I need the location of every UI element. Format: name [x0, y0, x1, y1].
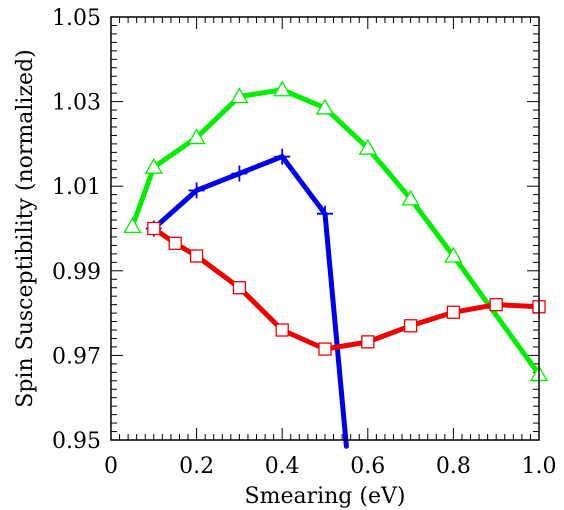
data-point	[232, 281, 247, 295]
data-point	[189, 249, 204, 263]
data-point	[444, 246, 463, 263]
series-line	[129, 87, 542, 377]
data-point	[315, 98, 335, 115]
y-tick-label: 1.03	[52, 91, 101, 116]
data-point	[275, 323, 289, 337]
data-point	[188, 182, 205, 199]
y-tick-label: 0.95	[52, 429, 101, 454]
data-point	[401, 189, 420, 206]
series-line	[151, 226, 542, 352]
series-layer	[123, 80, 549, 449]
y-tick-label: 1.01	[52, 175, 101, 200]
data-point	[231, 165, 248, 182]
y-tick-label: 0.97	[52, 344, 101, 369]
series-2	[147, 221, 546, 356]
y-tick-label: 0.99	[52, 260, 101, 285]
data-point	[230, 87, 249, 104]
x-tick-label: 0.2	[179, 454, 214, 479]
data-point	[489, 297, 503, 312]
data-point	[123, 217, 142, 234]
data-point	[403, 319, 418, 333]
data-point	[317, 205, 333, 222]
series-line	[151, 154, 349, 449]
x-tick-label: 0.4	[265, 454, 300, 479]
data-point	[168, 236, 182, 250]
y-axis-label: Spin Susceptibility (normalized)	[13, 49, 38, 407]
data-point	[318, 342, 332, 356]
data-point	[147, 221, 161, 236]
x-tick-label: 0.6	[350, 454, 385, 479]
plot-frame	[110, 16, 540, 441]
data-point	[187, 128, 206, 145]
x-axis-label: Smearing (eV)	[245, 484, 406, 509]
data-point	[144, 157, 163, 174]
data-point	[446, 305, 461, 319]
data-point	[358, 138, 377, 155]
data-point	[273, 80, 292, 97]
y-tick-label: 1.05	[52, 6, 101, 31]
x-tick-label: 0.8	[436, 454, 471, 479]
data-point	[274, 148, 291, 165]
labels-layer: 0 0.2 0.4 0.6 0.8 1.0 0.95 0.97 0.99 1.01 1.03 1.05…	[13, 6, 557, 509]
x-tick-label: 1.0	[522, 454, 557, 479]
data-point	[361, 335, 375, 349]
x-tick-label: 0	[104, 454, 118, 479]
